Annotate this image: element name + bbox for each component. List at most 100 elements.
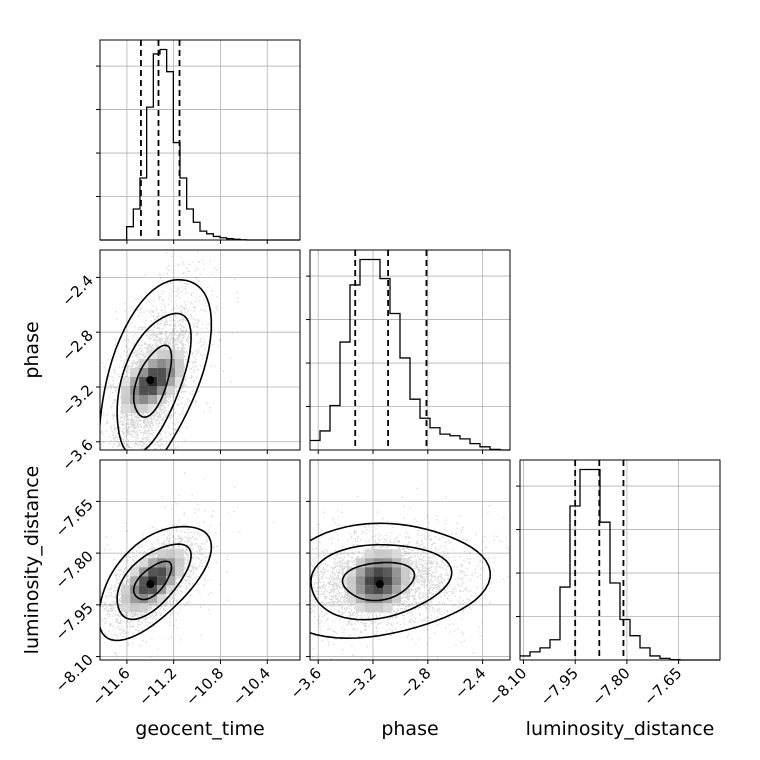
density-cell <box>139 558 149 568</box>
scatter-content <box>100 472 275 659</box>
x-tick-label-luminosity_distance: −7.80 <box>588 664 633 709</box>
density-cell <box>400 558 410 568</box>
density-cell <box>175 350 185 360</box>
y-tick-label-luminosity_distance: −7.80 <box>52 547 97 592</box>
y-tick-label-phase: −2.8 <box>58 326 96 364</box>
scatter-points <box>100 472 275 659</box>
x-axis-label-phase: phase <box>381 718 438 740</box>
density-cell <box>157 549 167 559</box>
x-tick-label-phase: −3.6 <box>287 664 325 702</box>
density-cell <box>139 377 149 387</box>
histogram-panel-geocent_time <box>96 39 301 241</box>
mode-marker <box>146 580 155 589</box>
contour-level-0 <box>132 344 173 419</box>
x-tick-label-geocent_time: −11.6 <box>88 664 133 709</box>
density-cell <box>139 368 149 378</box>
y-tick-label-phase: −2.4 <box>58 271 96 309</box>
histogram-panel-luminosity_distance <box>516 459 721 661</box>
density-cell <box>166 576 176 586</box>
density-cell <box>130 377 140 387</box>
density-cell <box>175 377 185 387</box>
density-cell <box>130 594 140 604</box>
density-cell <box>346 594 356 604</box>
density-cell <box>175 359 185 369</box>
contour-level-1 <box>310 543 453 621</box>
contour-level-2 <box>100 278 213 450</box>
density-cell <box>400 567 410 577</box>
density-cell <box>148 386 158 396</box>
density-cell <box>139 359 149 369</box>
density-cell <box>391 567 401 577</box>
density-cell <box>130 576 140 586</box>
density-cell <box>139 603 149 613</box>
panel-frame <box>99 249 301 451</box>
scatter-content <box>310 487 510 660</box>
density-cell <box>166 585 176 595</box>
density-cell <box>157 368 167 378</box>
density-cell <box>121 395 131 405</box>
density-cell <box>130 603 140 613</box>
density-cell <box>355 576 365 586</box>
panel-frame <box>99 459 301 661</box>
density-cell <box>139 386 149 396</box>
y-tick-label-phase: −3.6 <box>58 436 96 474</box>
density-cell <box>346 567 356 577</box>
density-cell <box>364 585 374 595</box>
density-cell <box>391 594 401 604</box>
x-tick-label-luminosity_distance: −8.10 <box>485 664 530 709</box>
density-cell <box>148 350 158 360</box>
x-tick-label-geocent_time: −11.2 <box>135 664 180 709</box>
density-cell <box>166 368 176 378</box>
x-tick-label-phase: −3.2 <box>341 664 379 702</box>
histogram-phase <box>310 258 510 451</box>
density-cell <box>139 567 149 577</box>
density-cell <box>148 576 158 586</box>
density-cell <box>364 576 374 586</box>
density-cell <box>400 576 410 586</box>
x-tick-label-geocent_time: −10.4 <box>229 664 274 709</box>
density-cell <box>157 386 167 396</box>
density-cell <box>157 567 167 577</box>
density-cell <box>346 576 356 586</box>
y-tick-label-luminosity_distance: −8.10 <box>52 651 97 696</box>
mode-marker <box>375 580 384 589</box>
density-cell <box>364 558 374 568</box>
density-cell <box>139 404 149 414</box>
y-tick-label-phase: −3.2 <box>58 381 96 419</box>
density-cell <box>373 549 383 559</box>
density-cell <box>364 594 374 604</box>
density-cell <box>148 567 158 577</box>
density-cell <box>382 567 392 577</box>
density-cells <box>121 350 185 414</box>
density-cell <box>355 585 365 595</box>
density-cell <box>175 567 185 577</box>
density-cell <box>364 603 374 613</box>
density-cell <box>130 368 140 378</box>
density-cell <box>364 567 374 577</box>
density-cells <box>346 549 410 613</box>
panel-frame <box>519 459 721 661</box>
density-cell <box>355 567 365 577</box>
density-cell <box>175 368 185 378</box>
density-cell <box>373 594 383 604</box>
contour-level-1 <box>116 543 192 621</box>
density-cell <box>355 603 365 613</box>
density-cell <box>382 603 392 613</box>
x-tick-label-luminosity_distance: −7.65 <box>640 664 685 709</box>
density-cell <box>139 576 149 586</box>
density-cell <box>166 386 176 396</box>
x-axis-label-geocent_time: geocent_time <box>135 718 264 740</box>
contour-level-2 <box>100 525 213 642</box>
density-cell <box>373 585 383 595</box>
density-cell <box>148 404 158 414</box>
contour-level-0 <box>132 560 173 601</box>
density-cell <box>121 404 131 414</box>
density-cell <box>364 549 374 559</box>
density-cell <box>166 377 176 387</box>
density-cell <box>148 594 158 604</box>
density-cell <box>130 585 140 595</box>
density-cell <box>157 359 167 369</box>
scatter-content <box>100 251 239 450</box>
density-cell <box>148 558 158 568</box>
